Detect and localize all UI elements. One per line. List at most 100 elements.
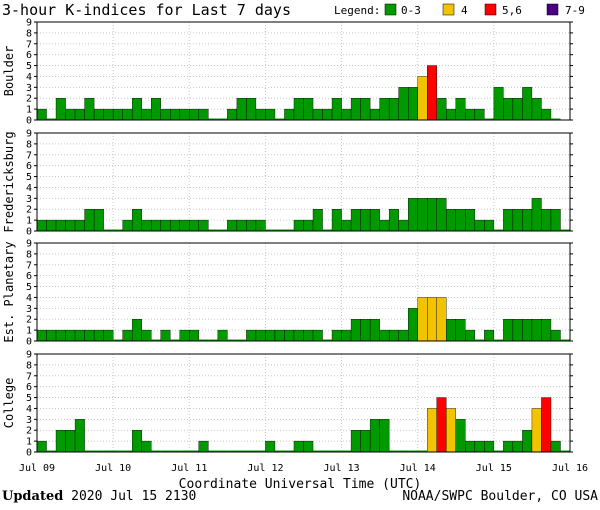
k-index-bar (160, 329, 171, 342)
y-tick-label: 3 (26, 194, 32, 205)
k-index-bar (541, 108, 552, 121)
k-index-bar (522, 87, 533, 121)
y-tick-label: 8 (26, 249, 32, 260)
k-index-bar (36, 329, 47, 342)
k-index-bar (131, 209, 142, 232)
k-index-bar (560, 229, 570, 231)
k-index-bar (122, 108, 133, 121)
k-index-bar (436, 297, 447, 342)
k-index-bar (350, 319, 361, 342)
k-index-bar (408, 87, 418, 121)
k-index-bar (541, 397, 552, 453)
k-index-bar (246, 450, 256, 452)
k-index-bar (455, 209, 466, 232)
k-index-bar (522, 209, 533, 232)
legend-label-0-3: 0-3 (401, 4, 421, 17)
x-tick-label: Jul 15 (476, 463, 512, 474)
k-index-bar (103, 450, 114, 452)
y-tick-label: 6 (26, 50, 32, 61)
k-index-bar (550, 329, 561, 342)
k-index-bar (141, 219, 152, 232)
k-index-bar (427, 198, 437, 232)
x-tick-label: Jul 16 (552, 463, 588, 474)
k-index-bar (284, 450, 294, 452)
y-tick-label: 1 (26, 105, 32, 116)
y-tick-label: 4 (26, 293, 32, 304)
k-index-bar (474, 339, 485, 341)
legend: 0-3 4 5,6 7-9 (384, 3, 585, 17)
k-index-bar (341, 108, 352, 121)
k-index-bar (179, 108, 190, 121)
k-index-bar (417, 76, 428, 121)
k-index-bar (236, 450, 247, 452)
k-index-bar (455, 319, 466, 342)
y-tick-label: 5 (26, 393, 32, 404)
k-index-bar (208, 450, 218, 452)
k-index-bar (484, 329, 495, 342)
y-tick-label: 2 (26, 315, 32, 326)
y-tick-label: 1 (26, 216, 32, 227)
x-tick-label: Jul 09 (19, 463, 55, 474)
k-index-bar (369, 209, 380, 232)
k-index-bar (84, 450, 95, 452)
y-tick-label: 0 (26, 337, 32, 348)
k-index-bar (303, 219, 314, 232)
k-index-bar (465, 329, 476, 342)
k-index-bar (55, 98, 66, 121)
k-index-bar (493, 87, 504, 121)
k-index-bar (112, 108, 123, 121)
k-index-bar (46, 450, 57, 452)
k-index-bar (255, 450, 266, 452)
y-tick-label: 7 (26, 39, 32, 50)
legend-label-5-6: 5,6 (502, 4, 522, 17)
k-index-bar (189, 108, 200, 121)
k-index-bar (274, 118, 285, 120)
x-axis-tick-labels: Jul 09 Jul 10 Jul 11 Jul 12 Jul 13 Jul 14 Jul … (19, 463, 588, 474)
k-index-bar (484, 440, 495, 453)
k-index-bar (113, 450, 123, 452)
y-tick-label: 0 (26, 227, 32, 238)
k-index-bar (217, 329, 228, 342)
k-index-bar (141, 329, 152, 342)
panel-label: College (2, 378, 16, 429)
x-tick-label: Jul 12 (247, 463, 283, 474)
k-index-bar (322, 339, 333, 341)
x-tick-label: Jul 11 (171, 463, 207, 474)
k-index-bar (198, 219, 209, 232)
k-index-bar (179, 219, 190, 232)
k-index-bar (531, 319, 542, 342)
k-index-bar (84, 329, 95, 342)
k-index-bar (93, 329, 104, 342)
k-index-bar (350, 98, 361, 121)
y-tick-label: 2 (26, 94, 32, 105)
k-index-bar (436, 198, 447, 232)
k-index-bar (388, 329, 399, 342)
legend-swatch-0-3 (384, 3, 397, 16)
k-index-bar (512, 319, 523, 342)
k-index-bar (322, 229, 333, 231)
k-index-bar (131, 430, 142, 453)
k-index-bar (484, 219, 495, 232)
k-index-bar (265, 229, 275, 231)
x-tick-label: Jul 10 (95, 463, 131, 474)
k-index-bar (360, 98, 371, 121)
legend-swatch-4 (442, 3, 455, 16)
k-index-bar (427, 408, 437, 453)
k-index-bar (436, 397, 447, 453)
k-index-bar (379, 419, 390, 453)
y-tick-label: 3 (26, 304, 32, 315)
y-tick-label: 1 (26, 326, 32, 337)
k-index-bar (379, 329, 390, 342)
panel-frame (36, 242, 571, 342)
k-index-bar (503, 98, 514, 121)
k-index-bar (398, 87, 409, 121)
k-index-bar (265, 329, 276, 342)
k-index-bar (417, 297, 428, 342)
k-index-bar (388, 98, 399, 121)
k-index-bar (446, 108, 456, 121)
k-index-bar (246, 219, 257, 232)
k-index-bar (227, 450, 237, 452)
k-index-bar (303, 98, 314, 121)
k-index-bar (131, 319, 142, 342)
k-index-bar (189, 450, 199, 452)
